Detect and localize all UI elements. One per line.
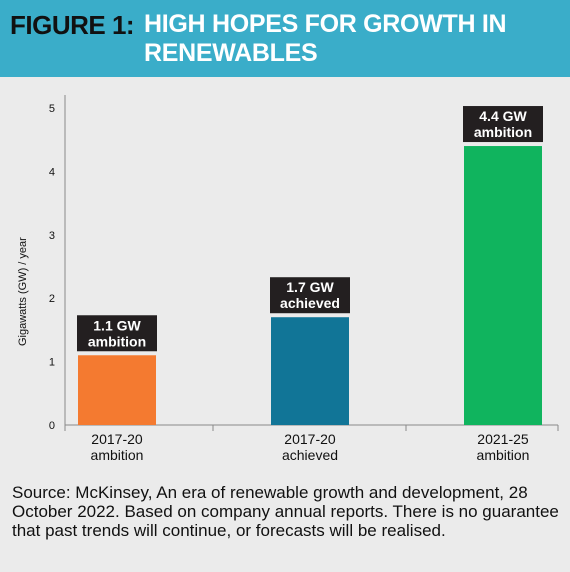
y-tick-label: 0 [49,420,55,432]
x-tick-label: 2017-20 [284,431,336,447]
data-label: achieved [280,295,340,311]
data-label-box [463,106,543,143]
x-tick-label: achieved [282,447,338,463]
data-label: 1.7 GW [286,279,334,295]
data-label: 1.1 GW [93,317,141,333]
data-label-box [270,277,350,314]
y-tick-label: 4 [49,166,55,178]
x-tick-label: 2021-25 [477,431,529,447]
data-label: ambition [88,333,146,349]
source-note: Source: McKinsey, An era of renewable gr… [12,483,559,540]
data-label-box [77,315,157,352]
y-tick-label: 1 [49,357,55,369]
bar [464,146,542,425]
data-label: 4.4 GW [479,108,527,124]
x-tick-label: 2017-20 [91,431,143,447]
figure-header: FIGURE 1: HIGH HOPES FOR GROWTH IN RENEW… [0,0,570,77]
y-tick-label: 3 [49,230,55,242]
y-tick-label: 5 [49,103,55,115]
data-label: ambition [474,124,532,140]
bar [78,355,156,425]
x-tick-label: ambition [477,447,530,463]
figure-title: HIGH HOPES FOR GROWTH IN RENEWABLES [144,10,507,67]
y-axis-title: Gigawatts (GW) / year [17,237,29,346]
x-tick-label: ambition [91,447,144,463]
y-tick-label: 2 [49,293,55,305]
bar [271,317,349,425]
figure-label: FIGURE 1: [10,10,135,40]
